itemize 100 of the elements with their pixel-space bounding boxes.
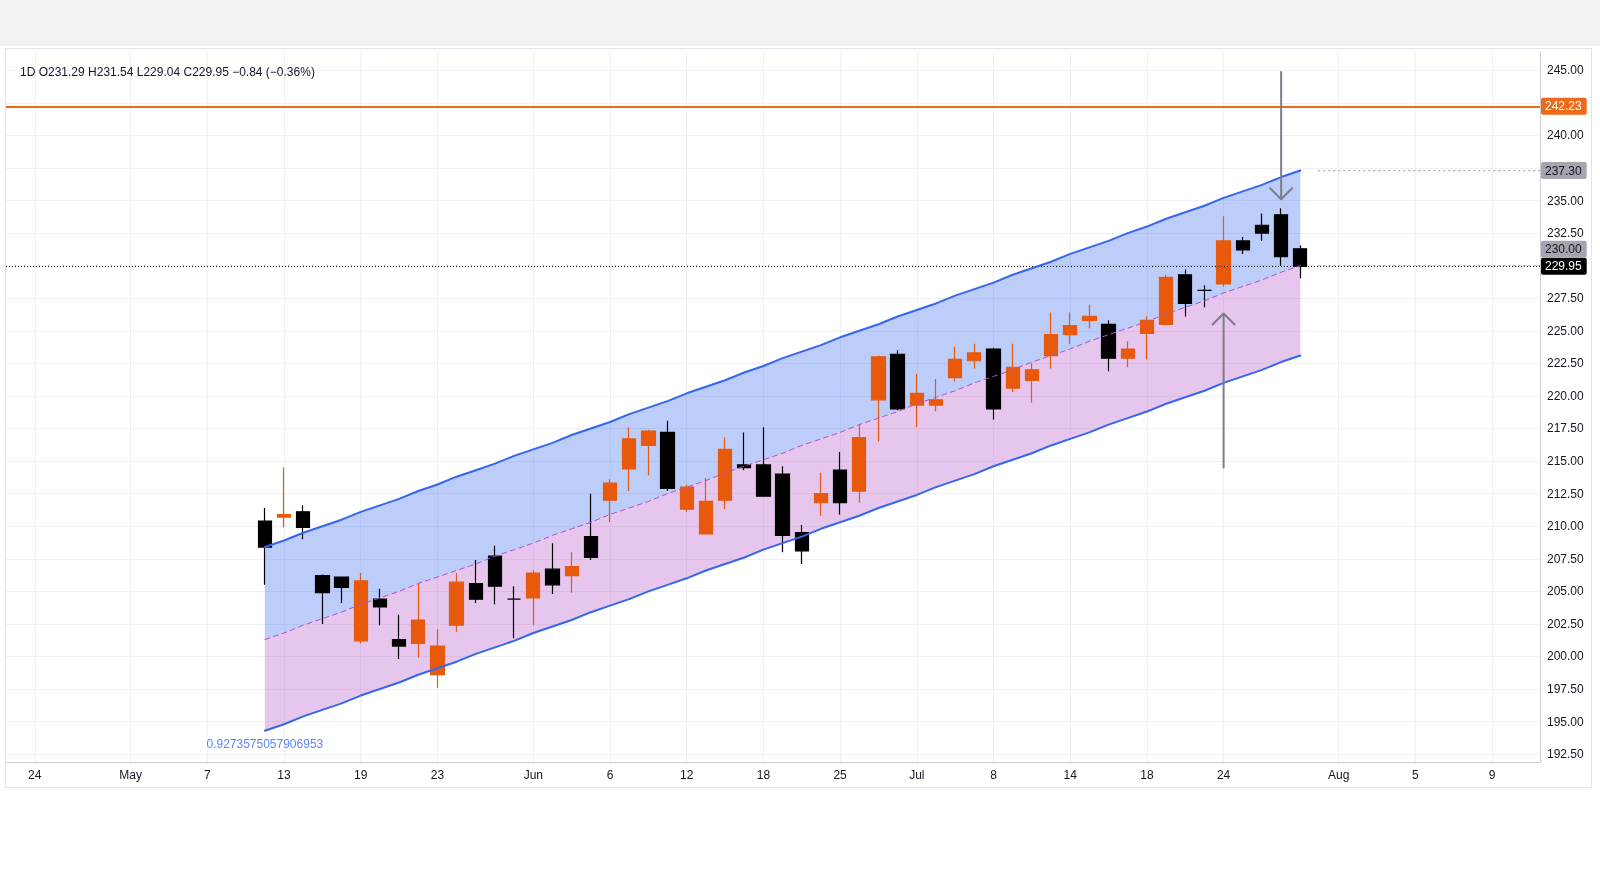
y-tick-label: 235.00: [1547, 193, 1585, 208]
candlestick: [1024, 362, 1040, 404]
x-tick-label: 18: [1140, 768, 1154, 782]
x-tick-label: 7: [203, 768, 211, 782]
x-tick-label: Aug: [1327, 768, 1350, 782]
candlestick: [1120, 340, 1136, 368]
candlestick: [621, 426, 637, 492]
candlestick: [870, 354, 887, 443]
candlestick: [564, 551, 580, 594]
y-tick-label: 245.00: [1547, 63, 1585, 78]
text: 1D O231.29 H231.54 L229.04 C229.95 −0.84 (−0.36%): [20, 65, 315, 79]
candlestick: [736, 431, 752, 471]
x-tick-label: May: [119, 768, 142, 782]
candlestick: [1005, 343, 1021, 393]
x-tick-label: 12: [680, 768, 694, 782]
ref-line-label: 230.00: [1545, 242, 1583, 257]
candlestick: [314, 573, 331, 625]
candlestick: [774, 465, 791, 553]
x-tick-label: 5: [1412, 768, 1420, 782]
y-tick-label: 210.00: [1547, 519, 1585, 534]
candlestick: [1215, 215, 1232, 288]
candlestick: [832, 451, 848, 516]
y-tick-label: 202.50: [1547, 616, 1585, 631]
y-tick-label: 215.00: [1547, 454, 1585, 469]
candlestick: [889, 349, 906, 411]
candlestick: [1158, 274, 1174, 327]
candlestick: [429, 628, 446, 689]
candlestick: [1196, 284, 1213, 308]
candlestick: [947, 345, 963, 383]
line-series: [263, 354, 1302, 732]
candlestick: [1043, 311, 1059, 370]
candlestick: [679, 483, 695, 513]
candlestick: [372, 588, 388, 626]
candlestick: [813, 472, 829, 517]
candlestick: [985, 347, 1002, 420]
candlestick: [544, 542, 561, 595]
y-tick-label: 195.00: [1547, 714, 1585, 729]
candlestick: [755, 426, 772, 497]
x-tick-label: 18: [756, 768, 771, 782]
candlestick: [295, 504, 311, 540]
y-tick-label: 222.50: [1547, 356, 1585, 371]
candlestick: [468, 559, 484, 604]
y-tick-label: 225.00: [1547, 323, 1585, 338]
candlestick: [698, 477, 714, 535]
candlestick: [966, 343, 982, 370]
y-tick-label: 197.50: [1547, 682, 1585, 697]
candlestick: [276, 466, 292, 529]
candlestick: [1235, 236, 1251, 255]
y-tick-label: 207.50: [1547, 551, 1585, 566]
line-series: [264, 265, 1301, 641]
y-tick-label: 232.50: [1547, 226, 1585, 241]
candlestick: [525, 569, 541, 626]
line-series: [263, 169, 1302, 549]
x-tick-label: 19: [354, 768, 368, 782]
x-tick-label: 24: [28, 768, 42, 782]
candlestick: [410, 582, 426, 659]
candlestick: [506, 585, 522, 639]
candlestick: [1081, 304, 1098, 329]
candlestick: [333, 576, 350, 604]
candlestick: [851, 423, 867, 504]
candlestick: [717, 437, 733, 510]
y-tick-label: 200.00: [1547, 649, 1585, 664]
x-tick-label: 24: [1216, 768, 1231, 782]
candlestick: [448, 572, 465, 633]
candlestick: [1254, 212, 1270, 242]
y-tick-label: 217.50: [1547, 421, 1585, 436]
annotation: 0.9273575057906953: [206, 736, 324, 751]
x-tick-label: 13: [277, 768, 292, 782]
y-tick-label: 192.50: [1547, 747, 1585, 762]
y-tick-label: 205.00: [1547, 584, 1585, 599]
candlestick: [487, 545, 503, 605]
y-tick-label: 220.00: [1547, 388, 1585, 403]
candlestick: [353, 572, 369, 645]
x-tick-label: Jul: [909, 768, 925, 782]
x-tick-label: 9: [1488, 768, 1496, 782]
x-tick-label: 14: [1063, 768, 1078, 782]
candlestick: [1177, 268, 1193, 318]
x-tick-label: 8: [990, 768, 998, 782]
candlestick: [257, 507, 273, 586]
candlestick: [602, 478, 618, 523]
x-tick-label: 25: [833, 768, 848, 782]
ref-line-label: 242.23: [1545, 99, 1583, 114]
x-tick-label: 23: [430, 768, 445, 782]
candlestick: [583, 493, 599, 561]
ref-line-label: 237.30: [1545, 163, 1583, 178]
y-tick-label: 212.50: [1547, 486, 1585, 501]
candlestick: [1273, 207, 1289, 267]
candlestick: [928, 378, 944, 413]
ref-line-label: 229.95: [1545, 259, 1583, 274]
y-tick-label: 240.00: [1547, 128, 1585, 143]
candlestick: [659, 420, 676, 492]
x-tick-label: Jun: [523, 768, 543, 782]
candlestick: [1100, 319, 1117, 372]
x-tick-label: 6: [606, 768, 614, 782]
candlestick: [1139, 315, 1155, 361]
candlestick: [640, 429, 657, 476]
candlestick: [1062, 311, 1078, 345]
candlestick: [909, 373, 925, 428]
y-tick-label: 227.50: [1547, 291, 1585, 306]
candlestick: [391, 614, 407, 660]
